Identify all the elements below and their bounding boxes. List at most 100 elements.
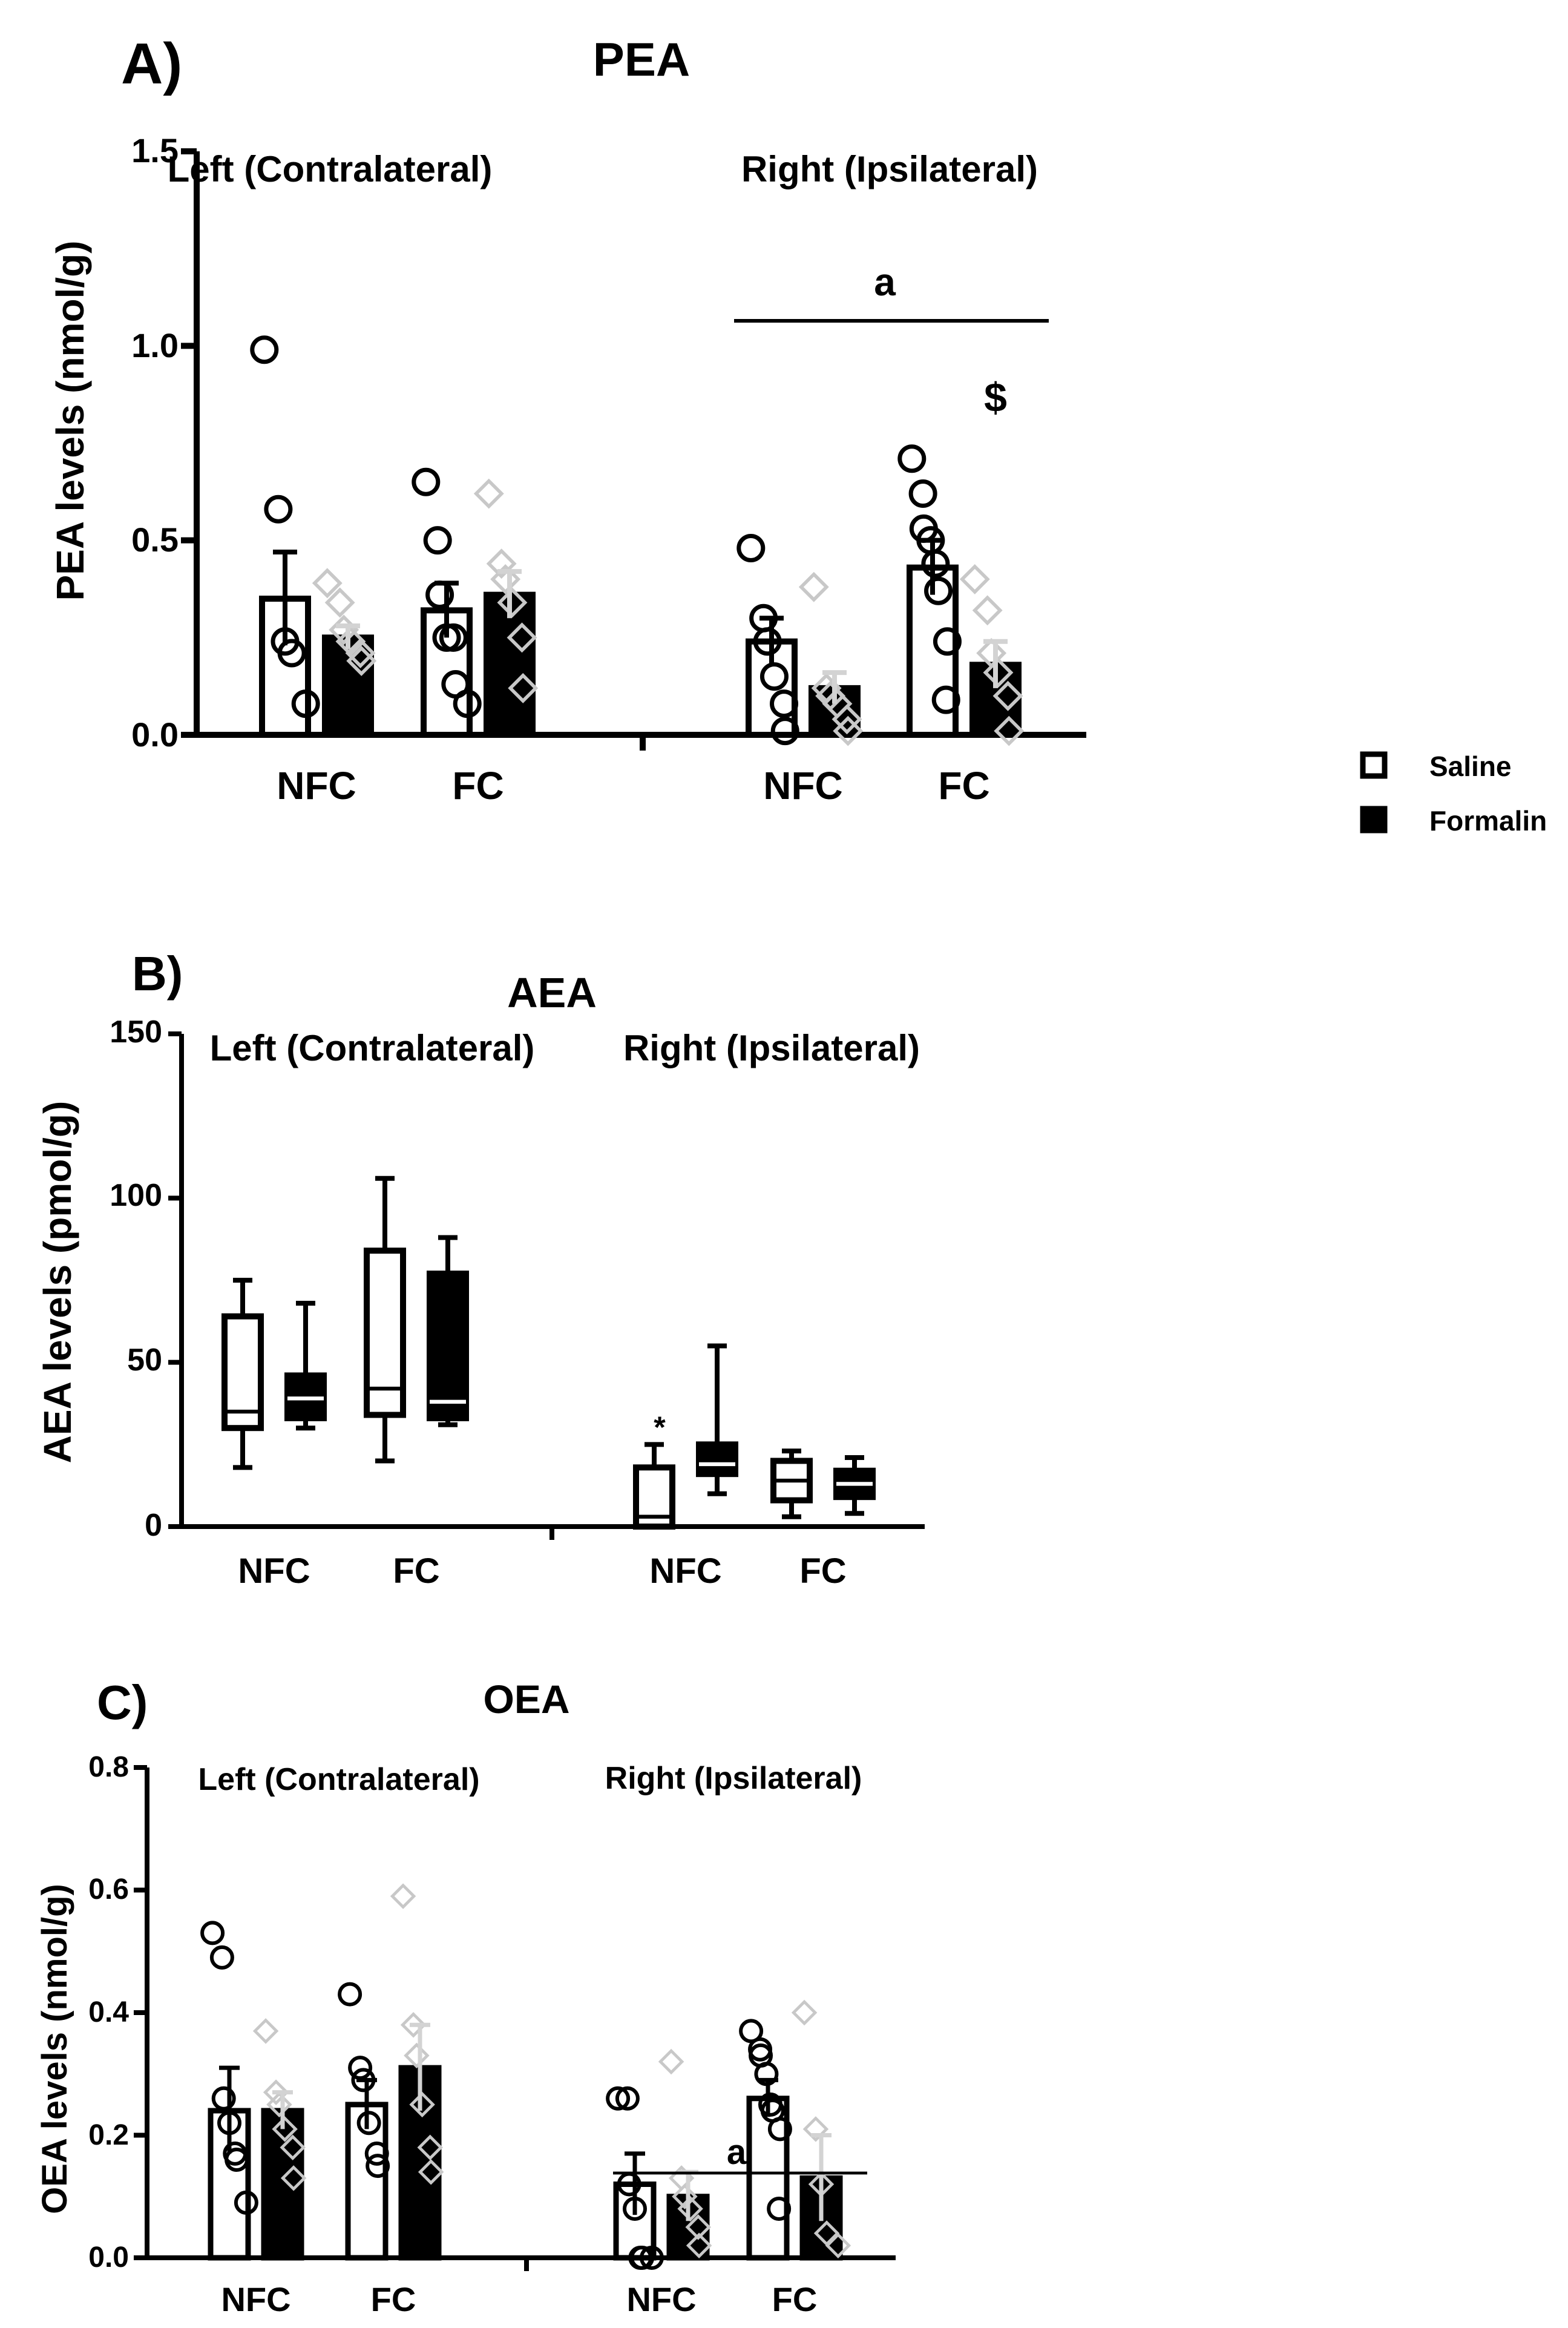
point-formalin: [798, 571, 829, 602]
panel-b-xtick: FC: [799, 1551, 846, 1591]
point-formalin: [324, 587, 355, 618]
bar-saline: [746, 2096, 790, 2261]
point-formalin: [280, 2165, 307, 2191]
point-saline: [291, 689, 320, 718]
panel-b-ytick: 150: [110, 1014, 162, 1050]
point-saline: [250, 335, 279, 364]
panel-b-xticks: NFC FC NFC FC: [238, 1551, 846, 1591]
panel-c-side-left: Left (Contralateral): [198, 1762, 479, 1797]
panel-a-letter: A): [121, 31, 182, 96]
bar-formalin: [261, 2108, 304, 2261]
point-formalin: [959, 564, 990, 594]
panel-a-plot: [181, 148, 1086, 751]
point-formalin: [346, 645, 377, 676]
bar-saline: [345, 2102, 389, 2261]
point-formalin: [507, 622, 537, 653]
point-formalin: [833, 715, 864, 746]
panel-b-ytick: 50: [127, 1343, 162, 1378]
panel-a-dollar-marker: $: [984, 375, 1007, 421]
point-saline: [924, 576, 953, 605]
point-saline: [234, 2190, 258, 2215]
panel-a-bracket-label: a: [874, 260, 896, 304]
panel-a-xticks: NFC FC NFC FC: [277, 764, 989, 807]
point-formalin: [486, 548, 517, 579]
point-saline: [921, 549, 950, 578]
box-saline: [221, 1313, 264, 1432]
panel-c-xticks: NFC FC NFC FC: [221, 2280, 817, 2318]
point-saline: [200, 1921, 225, 1945]
point-saline: [630, 2246, 655, 2270]
point-saline: [364, 2141, 389, 2166]
point-formalin: [672, 2183, 698, 2209]
panel-a-xtick: FC: [452, 764, 504, 807]
point-saline: [439, 623, 468, 652]
point-saline: [739, 2019, 764, 2044]
point-formalin: [490, 564, 521, 594]
point-formalin: [677, 2195, 703, 2222]
panel-c-xtick: FC: [772, 2280, 818, 2318]
point-formalin: [404, 2042, 430, 2069]
bar-saline: [208, 2108, 251, 2261]
panel-a-ytick: 0.0: [131, 715, 179, 754]
panel-b-ylabel: AEA levels (pmol/g): [36, 1101, 79, 1464]
point-saline: [770, 689, 799, 718]
panel-c-title: OEA: [483, 1677, 569, 1721]
panel-c-xtick: NFC: [626, 2280, 696, 2318]
point-saline: [453, 689, 482, 718]
point-saline: [356, 2111, 381, 2136]
panel-c-ytick: 0.4: [88, 1996, 129, 2028]
panel-b-side-left: Left (Contralateral): [210, 1028, 535, 1068]
point-saline: [736, 534, 766, 563]
point-formalin: [409, 2091, 435, 2118]
panel-b-xtick: NFC: [238, 1551, 310, 1591]
panel-a-ylabel: PEA levels (nmol/g): [48, 240, 92, 600]
panel-a-xtick: FC: [938, 764, 989, 807]
point-formalin: [400, 2012, 427, 2038]
point-saline: [767, 2117, 792, 2142]
point-saline: [933, 627, 962, 656]
panel-a-xtick: NFC: [277, 764, 356, 807]
point-formalin: [825, 2232, 851, 2258]
point-formalin: [280, 2134, 306, 2160]
panel-a-xtick: NFC: [763, 764, 843, 807]
panel-a-ytick: 1.5: [131, 131, 179, 169]
point-saline: [770, 717, 799, 746]
point-saline: [209, 1945, 234, 1970]
point-saline: [264, 495, 293, 524]
panel-c-ytick: 0.2: [88, 2119, 129, 2151]
panel-a-title: PEA: [593, 33, 690, 86]
legend-label-saline: Saline: [1429, 751, 1512, 782]
point-saline: [759, 662, 789, 691]
panel-c-yticks: 0.0 0.2 0.4 0.6 0.8: [88, 1751, 129, 2274]
point-formalin: [390, 1883, 416, 1909]
panel-c-ytick: 0.8: [88, 1751, 129, 1783]
point-formalin: [992, 680, 1023, 711]
panel-b-ytick: 100: [110, 1178, 162, 1213]
point-formalin: [685, 2214, 711, 2240]
panel-b-plot: [168, 1031, 925, 1540]
point-saline: [338, 1982, 362, 2007]
point-formalin: [252, 2018, 279, 2044]
point-saline: [615, 2086, 640, 2111]
point-formalin: [994, 715, 1025, 746]
panel-c-letter: C): [97, 1675, 148, 1729]
point-formalin: [832, 704, 862, 735]
point-formalin: [658, 2048, 684, 2075]
point-saline: [211, 2086, 236, 2111]
legend-swatch-formalin: [1360, 806, 1388, 834]
panel-c-side-right: Right (Ipsilateral): [605, 1761, 862, 1796]
panel-b-xtick: NFC: [649, 1551, 721, 1591]
box-formalin: [696, 1441, 738, 1478]
panel-a-ytick: 0.5: [131, 521, 179, 559]
point-formalin: [473, 478, 504, 509]
legend-label-formalin: Formalin: [1429, 805, 1547, 837]
point-formalin: [312, 568, 343, 599]
legend-swatch-saline: [1360, 751, 1388, 779]
panel-c-bracket-label: a: [727, 2132, 747, 2172]
point-formalin: [497, 587, 528, 618]
point-formalin: [686, 2232, 712, 2258]
panel-c-xtick: NFC: [221, 2280, 290, 2318]
point-saline: [423, 526, 452, 555]
panel-c-plot: [134, 1765, 896, 2271]
